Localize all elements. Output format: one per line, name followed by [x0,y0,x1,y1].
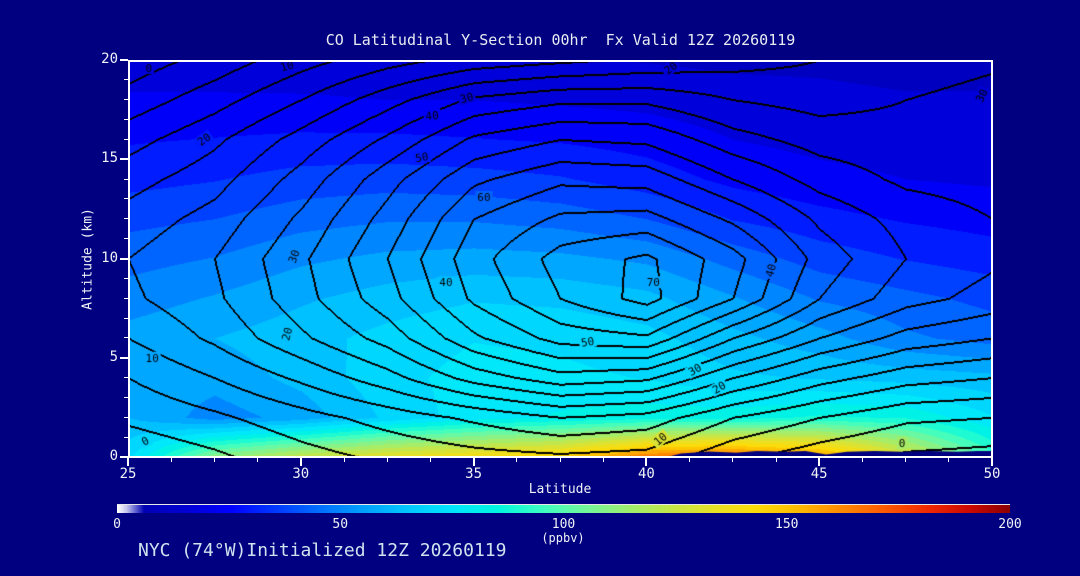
y-minor-tick [124,317,128,319]
y-tick-label: 10 [101,249,118,266]
y-minor-tick [124,377,128,379]
y-minor-tick [124,238,128,240]
x-minor-tick [905,458,907,462]
x-minor-tick [559,458,561,462]
y-minor-tick [124,337,128,339]
y-minor-tick [124,297,128,299]
y-minor-tick [124,218,128,220]
x-minor-tick [343,458,345,462]
colorbar-tick-label: 200 [998,517,1022,532]
y-minor-tick [124,436,128,438]
x-minor-tick [386,458,388,462]
x-minor-tick [429,458,431,462]
x-tick-label: 30 [292,466,310,482]
colorbar-tick-label: 50 [332,517,349,532]
y-tick-label: 0 [109,448,118,464]
colorbar-tick-label: 150 [775,517,799,532]
colorbar-unit-label: (ppbv) [541,531,585,545]
contour-canvas [128,60,993,458]
y-minor-tick [124,138,128,140]
y-minor-tick [124,396,128,398]
x-minor-tick [948,458,950,462]
x-major-tick [472,458,475,466]
colorbar-tick-label: 0 [113,517,121,532]
contour-plot-area [128,60,993,458]
y-tick-label: 20 [101,51,118,67]
x-major-tick [818,458,821,466]
y-minor-tick [124,79,128,81]
x-minor-tick [775,458,777,462]
x-major-tick [991,458,993,466]
x-major-tick [645,458,648,466]
colorbar-tick-label: 100 [551,517,576,532]
colorbar-gradient [117,505,1010,513]
y-minor-tick [124,119,128,121]
x-minor-tick [170,458,172,462]
y-major-tick [120,356,128,359]
y-minor-tick [124,277,128,279]
y-minor-tick [124,416,128,418]
y-major-tick [120,456,128,458]
x-major-tick [299,458,302,466]
chart-title: CO Latitudinal Y-Section 00hr Fx Valid 1… [325,31,796,49]
x-minor-tick [689,458,691,462]
x-minor-tick [602,458,604,462]
x-minor-tick [732,458,734,462]
x-tick-label: 40 [637,466,655,482]
y-minor-tick [124,178,128,180]
x-tick-label: 35 [465,466,483,482]
y-major-tick [120,59,128,61]
x-tick-label: 50 [983,466,1001,482]
x-tick-label: 45 [810,466,828,482]
colorbar [117,504,1010,513]
x-minor-tick [213,458,215,462]
x-tick-label: 25 [119,466,137,482]
x-minor-tick [516,458,518,462]
x-minor-tick [861,458,863,462]
y-minor-tick [124,198,128,200]
y-major-tick [120,257,128,260]
y-major-tick [120,158,128,161]
x-minor-tick [257,458,259,462]
y-tick-label: 5 [109,348,118,365]
init-annotation: NYC (74°W)Initialized 12Z 20260119 [138,540,507,561]
x-axis-label: Latitude [528,482,592,497]
y-tick-label: 15 [101,150,118,167]
x-major-tick [127,458,129,466]
y-minor-tick [124,99,128,101]
